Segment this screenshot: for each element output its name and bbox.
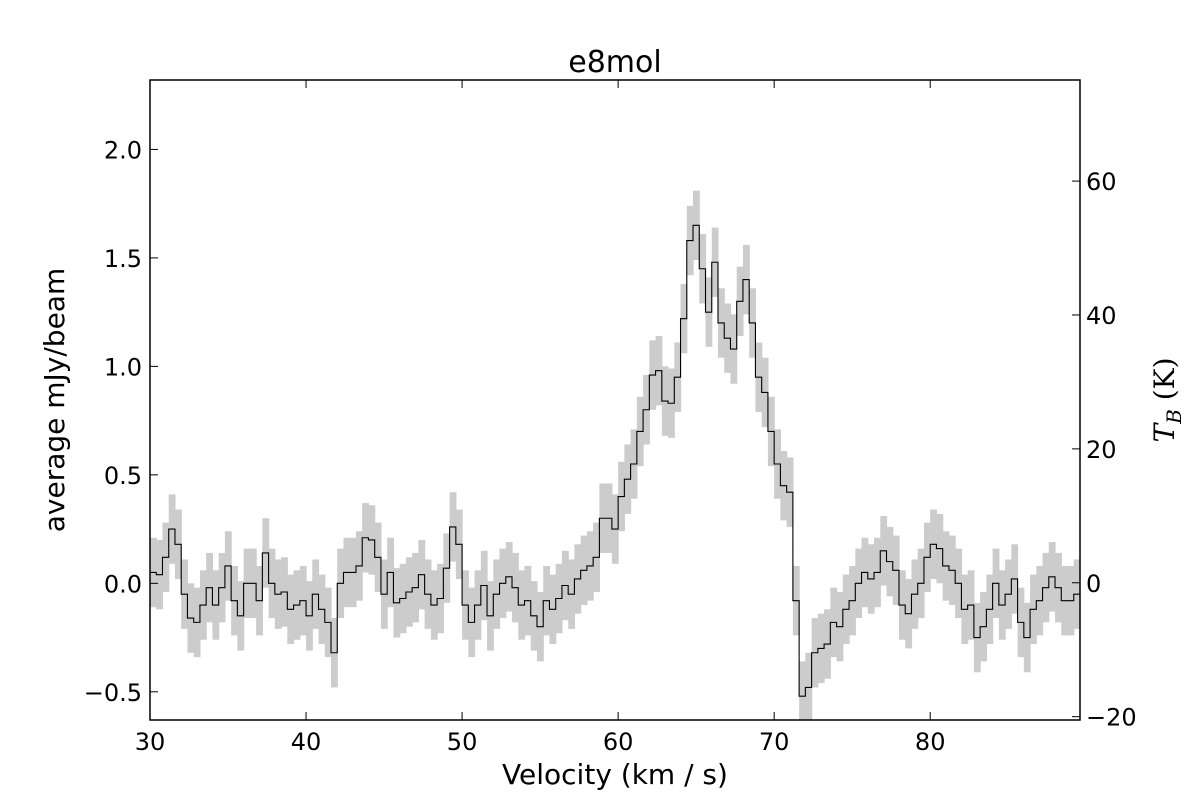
x-tick-label: 50 [447, 728, 478, 756]
y-tick-label: 0.0 [104, 570, 142, 598]
x-axis-title: Velocity (km / s) [502, 758, 728, 791]
y-axis-right-title-unit: (K) [1148, 357, 1181, 409]
x-tick-label: 70 [759, 728, 790, 756]
y-right-tick-label: 60 [1086, 168, 1117, 196]
uncertainty-band-segment [799, 661, 806, 720]
uncertainty-band-segment [805, 652, 813, 720]
spectrum-step-line [150, 224, 1080, 697]
y-axis-right-title: TB (K) [1148, 357, 1186, 442]
x-tick-label: 30 [135, 728, 166, 756]
y-axis-right: −20 0 20 40 60 [1072, 168, 1137, 732]
y-tick-label: 1.0 [104, 353, 142, 381]
y-axis-right-title-sub: B [1162, 409, 1186, 425]
y-axis-title: average mJy/beam [38, 268, 71, 533]
plot-frame [149, 79, 1081, 721]
chart-title: e8mol [568, 45, 661, 80]
y-tick-label: 0.5 [104, 462, 142, 490]
x-tick-label: 40 [291, 728, 322, 756]
y-right-tick-label: 0 [1086, 570, 1101, 598]
y-axis-right-title-main: T [1148, 422, 1181, 443]
plot-area [150, 190, 1080, 720]
y-right-tick-label: 40 [1086, 302, 1117, 330]
x-tick-label: 80 [915, 728, 946, 756]
y-tick-label: 1.5 [104, 245, 142, 273]
x-tick-label: 60 [603, 728, 634, 756]
y-right-tick-label: 20 [1086, 436, 1117, 464]
y-right-tick-label: −20 [1086, 704, 1137, 732]
y-tick-label: −0.5 [84, 679, 142, 707]
x-axis: 30 40 50 60 70 80 [135, 80, 946, 756]
y-axis-left: −0.5 0.0 0.5 1.0 1.5 2.0 [84, 136, 158, 707]
y-tick-label: 2.0 [104, 136, 142, 164]
